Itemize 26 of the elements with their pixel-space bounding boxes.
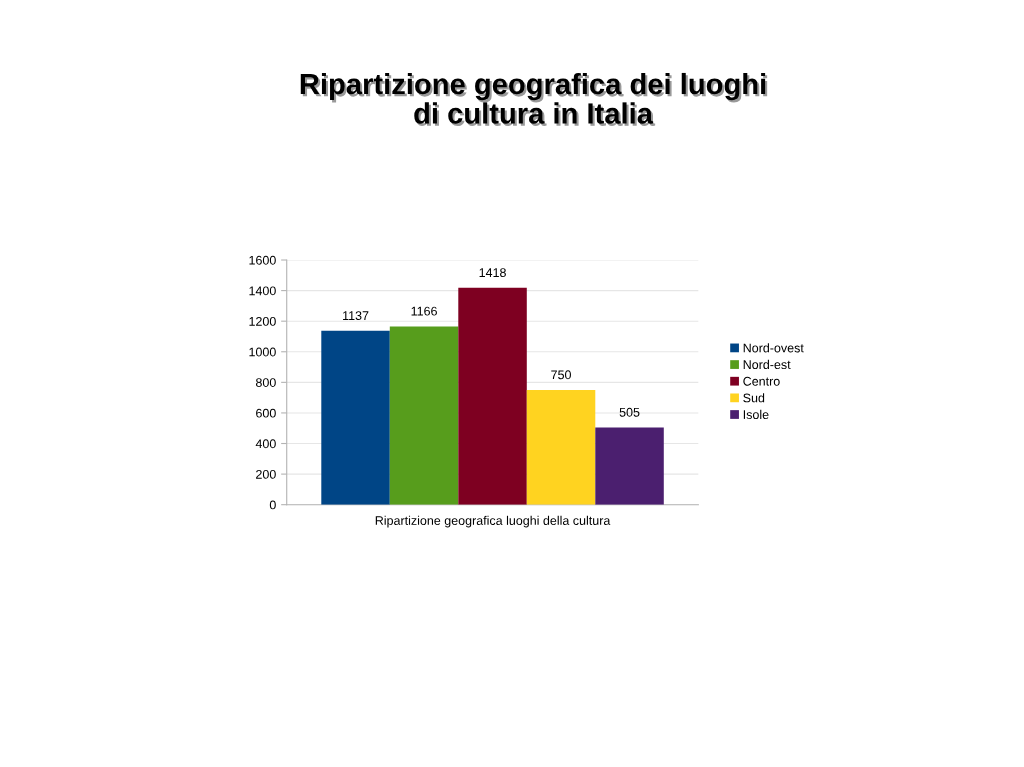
y-tick-label: 1200 <box>249 316 276 326</box>
y-tick-label: 800 <box>255 378 276 387</box>
bar <box>389 326 459 505</box>
data-label: 505 <box>619 407 640 417</box>
y-tick-label: 1000 <box>249 347 276 357</box>
y-tick-label: 0 <box>269 500 276 510</box>
chart-title: Ripartizione geografica dei luoghi di cultura in Italia <box>302 75 768 127</box>
data-label: 1418 <box>479 268 506 278</box>
legend-label: Centro <box>743 376 780 386</box>
y-tick-label: 400 <box>255 439 276 449</box>
legend-label: Nord-est <box>743 359 791 370</box>
legend-label: Nord-ovest <box>743 343 804 353</box>
legend-label: Isole <box>743 409 769 420</box>
y-tick-label: 200 <box>256 469 276 479</box>
bar <box>526 390 596 505</box>
bar <box>321 330 390 505</box>
x-tick-label: Ripartizione geografica luoghi della cultura <box>375 515 611 528</box>
legend-label: Sud <box>743 393 765 403</box>
y-tick-label: 600 <box>256 408 276 418</box>
data-label: 1137 <box>343 311 369 321</box>
data-label: 750 <box>551 370 571 380</box>
y-tick-label: 1400 <box>249 286 276 296</box>
data-label: 1166 <box>411 306 437 316</box>
y-tick-label: 1600 <box>249 255 276 265</box>
bar <box>595 427 664 505</box>
bar <box>458 287 527 505</box>
